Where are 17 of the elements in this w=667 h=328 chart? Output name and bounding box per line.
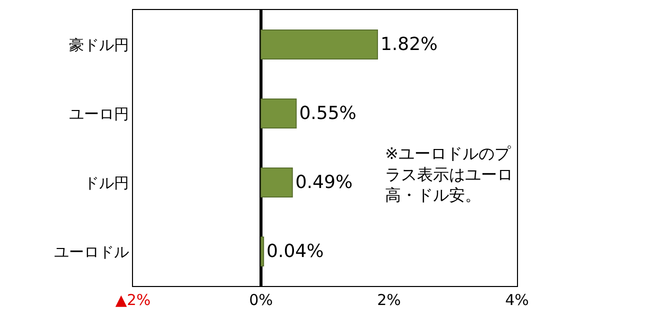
bar (260, 98, 297, 128)
y-tick-label: 豪ドル円 (69, 36, 129, 54)
bar (260, 236, 264, 266)
data-label: 0.04% (266, 241, 324, 262)
x-tick-label: ▲2% (115, 291, 151, 309)
data-label: 1.82% (380, 34, 438, 55)
y-tick-label: ユーロ円 (69, 104, 129, 123)
y-tick-label: ドル円 (84, 174, 129, 192)
y-tick-label: ユーロドル (54, 242, 129, 261)
bar (260, 168, 293, 198)
x-tick-label: 0% (249, 291, 273, 309)
x-tick-label: 2% (377, 291, 401, 309)
annotation: ※ユーロドルのプラス表示はユーロ高・ドル安。 (385, 144, 513, 205)
x-tick-label: 4% (505, 291, 529, 309)
data-label: 0.55% (299, 103, 356, 124)
data-label: 0.49% (295, 172, 353, 193)
bar (260, 30, 378, 60)
